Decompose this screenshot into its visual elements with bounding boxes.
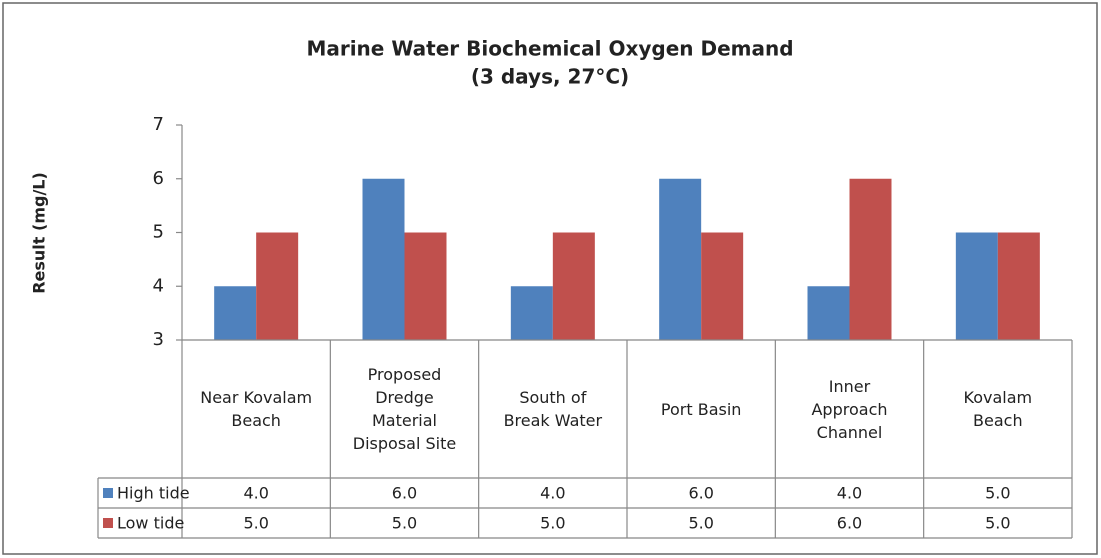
bar	[362, 178, 405, 340]
y-tick-label: 3	[153, 329, 164, 350]
y-axis-label: Result (mg/L)	[30, 172, 49, 294]
x-tick-label: South of Break Water	[503, 388, 603, 430]
bar	[701, 232, 744, 340]
data-label: 6.0	[392, 484, 417, 503]
bar	[256, 232, 299, 340]
data-label: 5.0	[688, 514, 713, 533]
y-tick-label: 5	[153, 222, 164, 243]
data-label: 5.0	[985, 514, 1010, 533]
x-tick-label: Port Basin	[660, 399, 742, 419]
legend-swatch	[103, 488, 113, 498]
data-label: 5.0	[392, 514, 417, 533]
y-tick-label: 6	[153, 168, 164, 189]
bar	[849, 178, 892, 340]
data-label: 6.0	[837, 514, 862, 533]
data-label: 6.0	[688, 484, 713, 503]
data-label: 5.0	[985, 484, 1010, 503]
bar	[997, 232, 1040, 340]
x-tick-label: Proposed Dredge Material Disposal Site	[352, 365, 457, 453]
y-tick-label: 4	[153, 275, 164, 296]
bar	[510, 286, 553, 340]
bar	[955, 232, 998, 340]
chart-subtitle: (3 days, 27°C)	[471, 65, 629, 89]
data-label: 5.0	[243, 514, 268, 533]
x-tick-label: Inner Approach Channel	[811, 376, 888, 442]
data-label: 4.0	[540, 484, 565, 503]
bar	[659, 178, 702, 340]
bar	[807, 286, 850, 340]
data-label: 4.0	[243, 484, 268, 503]
chart-title: Marine Water Biochemical Oxygen Demand	[306, 37, 793, 61]
x-tick-label: Near Kovalam Beach	[200, 388, 313, 430]
y-tick-label: 7	[153, 114, 164, 135]
x-tick-label: Kovalam Beach	[963, 388, 1033, 430]
legend-label: High tide	[117, 484, 190, 503]
bar	[214, 286, 257, 340]
legend-swatch	[103, 518, 113, 528]
data-label: 4.0	[837, 484, 862, 503]
data-label: 5.0	[540, 514, 565, 533]
bar	[404, 232, 447, 340]
legend-label: Low tide	[117, 514, 184, 533]
bar	[552, 232, 595, 340]
